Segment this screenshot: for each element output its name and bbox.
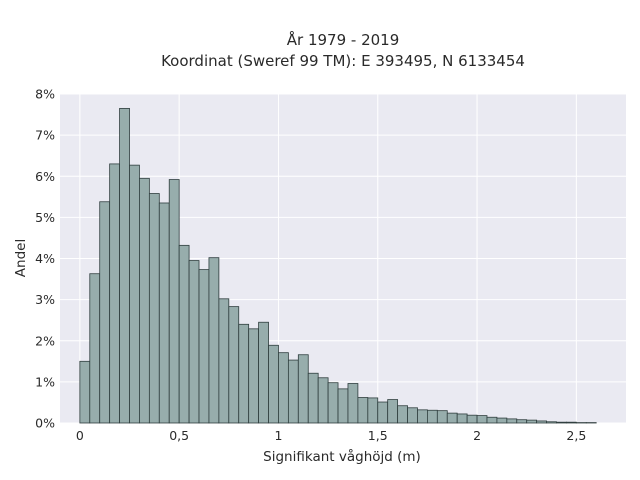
histogram-bar (367, 397, 379, 424)
histogram-bar (506, 418, 518, 424)
histogram-bar (347, 383, 359, 424)
y-tick-label: 7% (35, 128, 55, 143)
histogram-bar (446, 412, 458, 424)
x-tick-label: 1 (274, 428, 282, 443)
y-tick-label: 4% (35, 251, 55, 266)
histogram-bar (377, 401, 389, 424)
y-tick-label: 3% (35, 292, 55, 307)
histogram-bar (178, 244, 190, 424)
histogram-bar (109, 163, 120, 424)
histogram-bar (198, 269, 210, 424)
histogram-bar (546, 421, 557, 424)
histogram-bar (129, 164, 140, 424)
histogram-bar (248, 328, 259, 424)
histogram-bar (476, 415, 488, 424)
histogram-bar (436, 410, 448, 424)
histogram-bar (407, 407, 418, 424)
y-tick-label: 0% (35, 416, 55, 431)
histogram-bar (158, 202, 170, 424)
histogram-bar (258, 321, 269, 424)
chart-subtitle: Koordinat (Sweref 99 TM): E 393495, N 61… (161, 52, 525, 70)
y-tick-label: 1% (35, 374, 55, 389)
histogram-bar (397, 405, 408, 424)
histogram-bar (278, 352, 289, 424)
y-tick-label: 5% (35, 210, 55, 225)
histogram-bar (268, 344, 279, 424)
bars (79, 107, 597, 424)
histogram-bar (456, 413, 468, 424)
histogram-bar (139, 177, 150, 424)
histogram-bar (516, 419, 528, 424)
histogram-bar (228, 306, 240, 424)
histogram-bar (307, 372, 319, 424)
histogram-bar (218, 298, 230, 424)
x-tick-label: 0,5 (169, 428, 189, 443)
histogram-bar (327, 382, 339, 424)
histogram-bar (486, 416, 498, 424)
histogram-bar (317, 377, 329, 424)
histogram-bar (427, 409, 438, 424)
x-axis-ticks: 0 0,5 1 1,5 2 2,5 (76, 428, 586, 443)
histogram-bar (536, 420, 547, 424)
y-tick-label: 6% (35, 169, 55, 184)
histogram-bar (357, 397, 369, 424)
histogram-bar (566, 421, 577, 424)
histogram-bar (556, 421, 567, 424)
histogram-bar (526, 419, 538, 424)
histogram-bar (119, 107, 130, 424)
y-axis-label: Andel (13, 239, 29, 277)
histogram-bar (188, 260, 200, 424)
histogram-bar (208, 257, 220, 424)
histogram-bar (387, 399, 399, 424)
histogram-bar (99, 201, 111, 424)
histogram-bar (89, 273, 101, 424)
histogram-bar (238, 323, 250, 424)
histogram-bar (79, 360, 91, 424)
histogram-bar (337, 388, 349, 424)
histogram-bar (148, 193, 160, 424)
y-tick-label: 8% (35, 87, 55, 102)
x-tick-label: 2 (473, 428, 481, 443)
histogram-bar (466, 414, 478, 424)
x-tick-label: 2,5 (566, 428, 586, 443)
x-tick-label: 1,5 (368, 428, 388, 443)
histogram-bar (168, 179, 180, 424)
y-tick-label: 2% (35, 333, 55, 348)
y-axis-ticks: 0% 1% 2% 3% 4% 5% 6% 7% 8% (35, 87, 55, 431)
histogram-bar (287, 359, 299, 424)
histogram-bar (297, 354, 309, 424)
chart-title: År 1979 - 2019 (287, 30, 400, 49)
histogram-bar (417, 409, 428, 424)
x-axis-label: Signifikant våghöjd (m) (263, 448, 421, 465)
histogram-bar (496, 417, 508, 424)
x-tick-label: 0 (76, 428, 84, 443)
